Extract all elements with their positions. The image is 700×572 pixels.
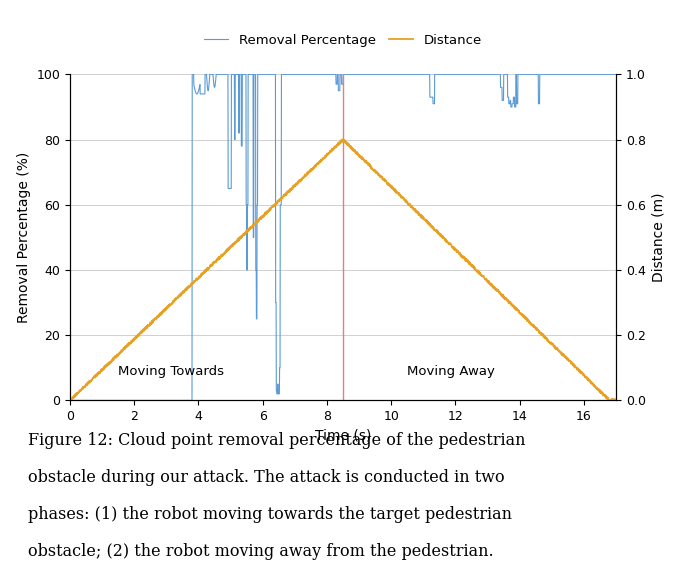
- Text: obstacle; (2) the robot moving away from the pedestrian.: obstacle; (2) the robot moving away from…: [28, 543, 493, 561]
- Y-axis label: Removal Percentage (%): Removal Percentage (%): [17, 152, 31, 323]
- Distance: [496, 290, 505, 297]
- Distance: [612, 396, 620, 403]
- Removal Percentage: [612, 71, 620, 78]
- Removal Percentage: [393, 71, 402, 78]
- Line: Distance: Distance: [70, 140, 616, 400]
- Distance: [317, 156, 326, 163]
- Removal Percentage: [514, 71, 523, 78]
- Text: obstacle during our attack. The attack is conducted in two: obstacle during our attack. The attack i…: [28, 469, 505, 486]
- Removal Percentage: [473, 71, 482, 78]
- Distance: [596, 389, 604, 396]
- Text: Moving Away: Moving Away: [407, 364, 495, 378]
- Y-axis label: Distance (m): Distance (m): [651, 193, 665, 282]
- Text: phases: (1) the robot moving towards the target pedestrian: phases: (1) the robot moving towards the…: [28, 506, 512, 523]
- Removal Percentage: [66, 397, 74, 404]
- Distance: [94, 370, 102, 376]
- Distance: [338, 136, 346, 143]
- Removal Percentage: [188, 71, 196, 78]
- X-axis label: Time (s): Time (s): [315, 428, 371, 443]
- Removal Percentage: [274, 391, 283, 398]
- Distance: [66, 397, 74, 404]
- Legend: Removal Percentage, Distance: Removal Percentage, Distance: [199, 29, 486, 53]
- Removal Percentage: [165, 397, 174, 404]
- Distance: [596, 388, 605, 395]
- Line: Removal Percentage: Removal Percentage: [70, 74, 616, 400]
- Text: Figure 12: Cloud point removal percentage of the pedestrian: Figure 12: Cloud point removal percentag…: [28, 432, 526, 449]
- Text: Moving Towards: Moving Towards: [118, 364, 224, 378]
- Removal Percentage: [421, 71, 429, 78]
- Distance: [331, 143, 340, 150]
